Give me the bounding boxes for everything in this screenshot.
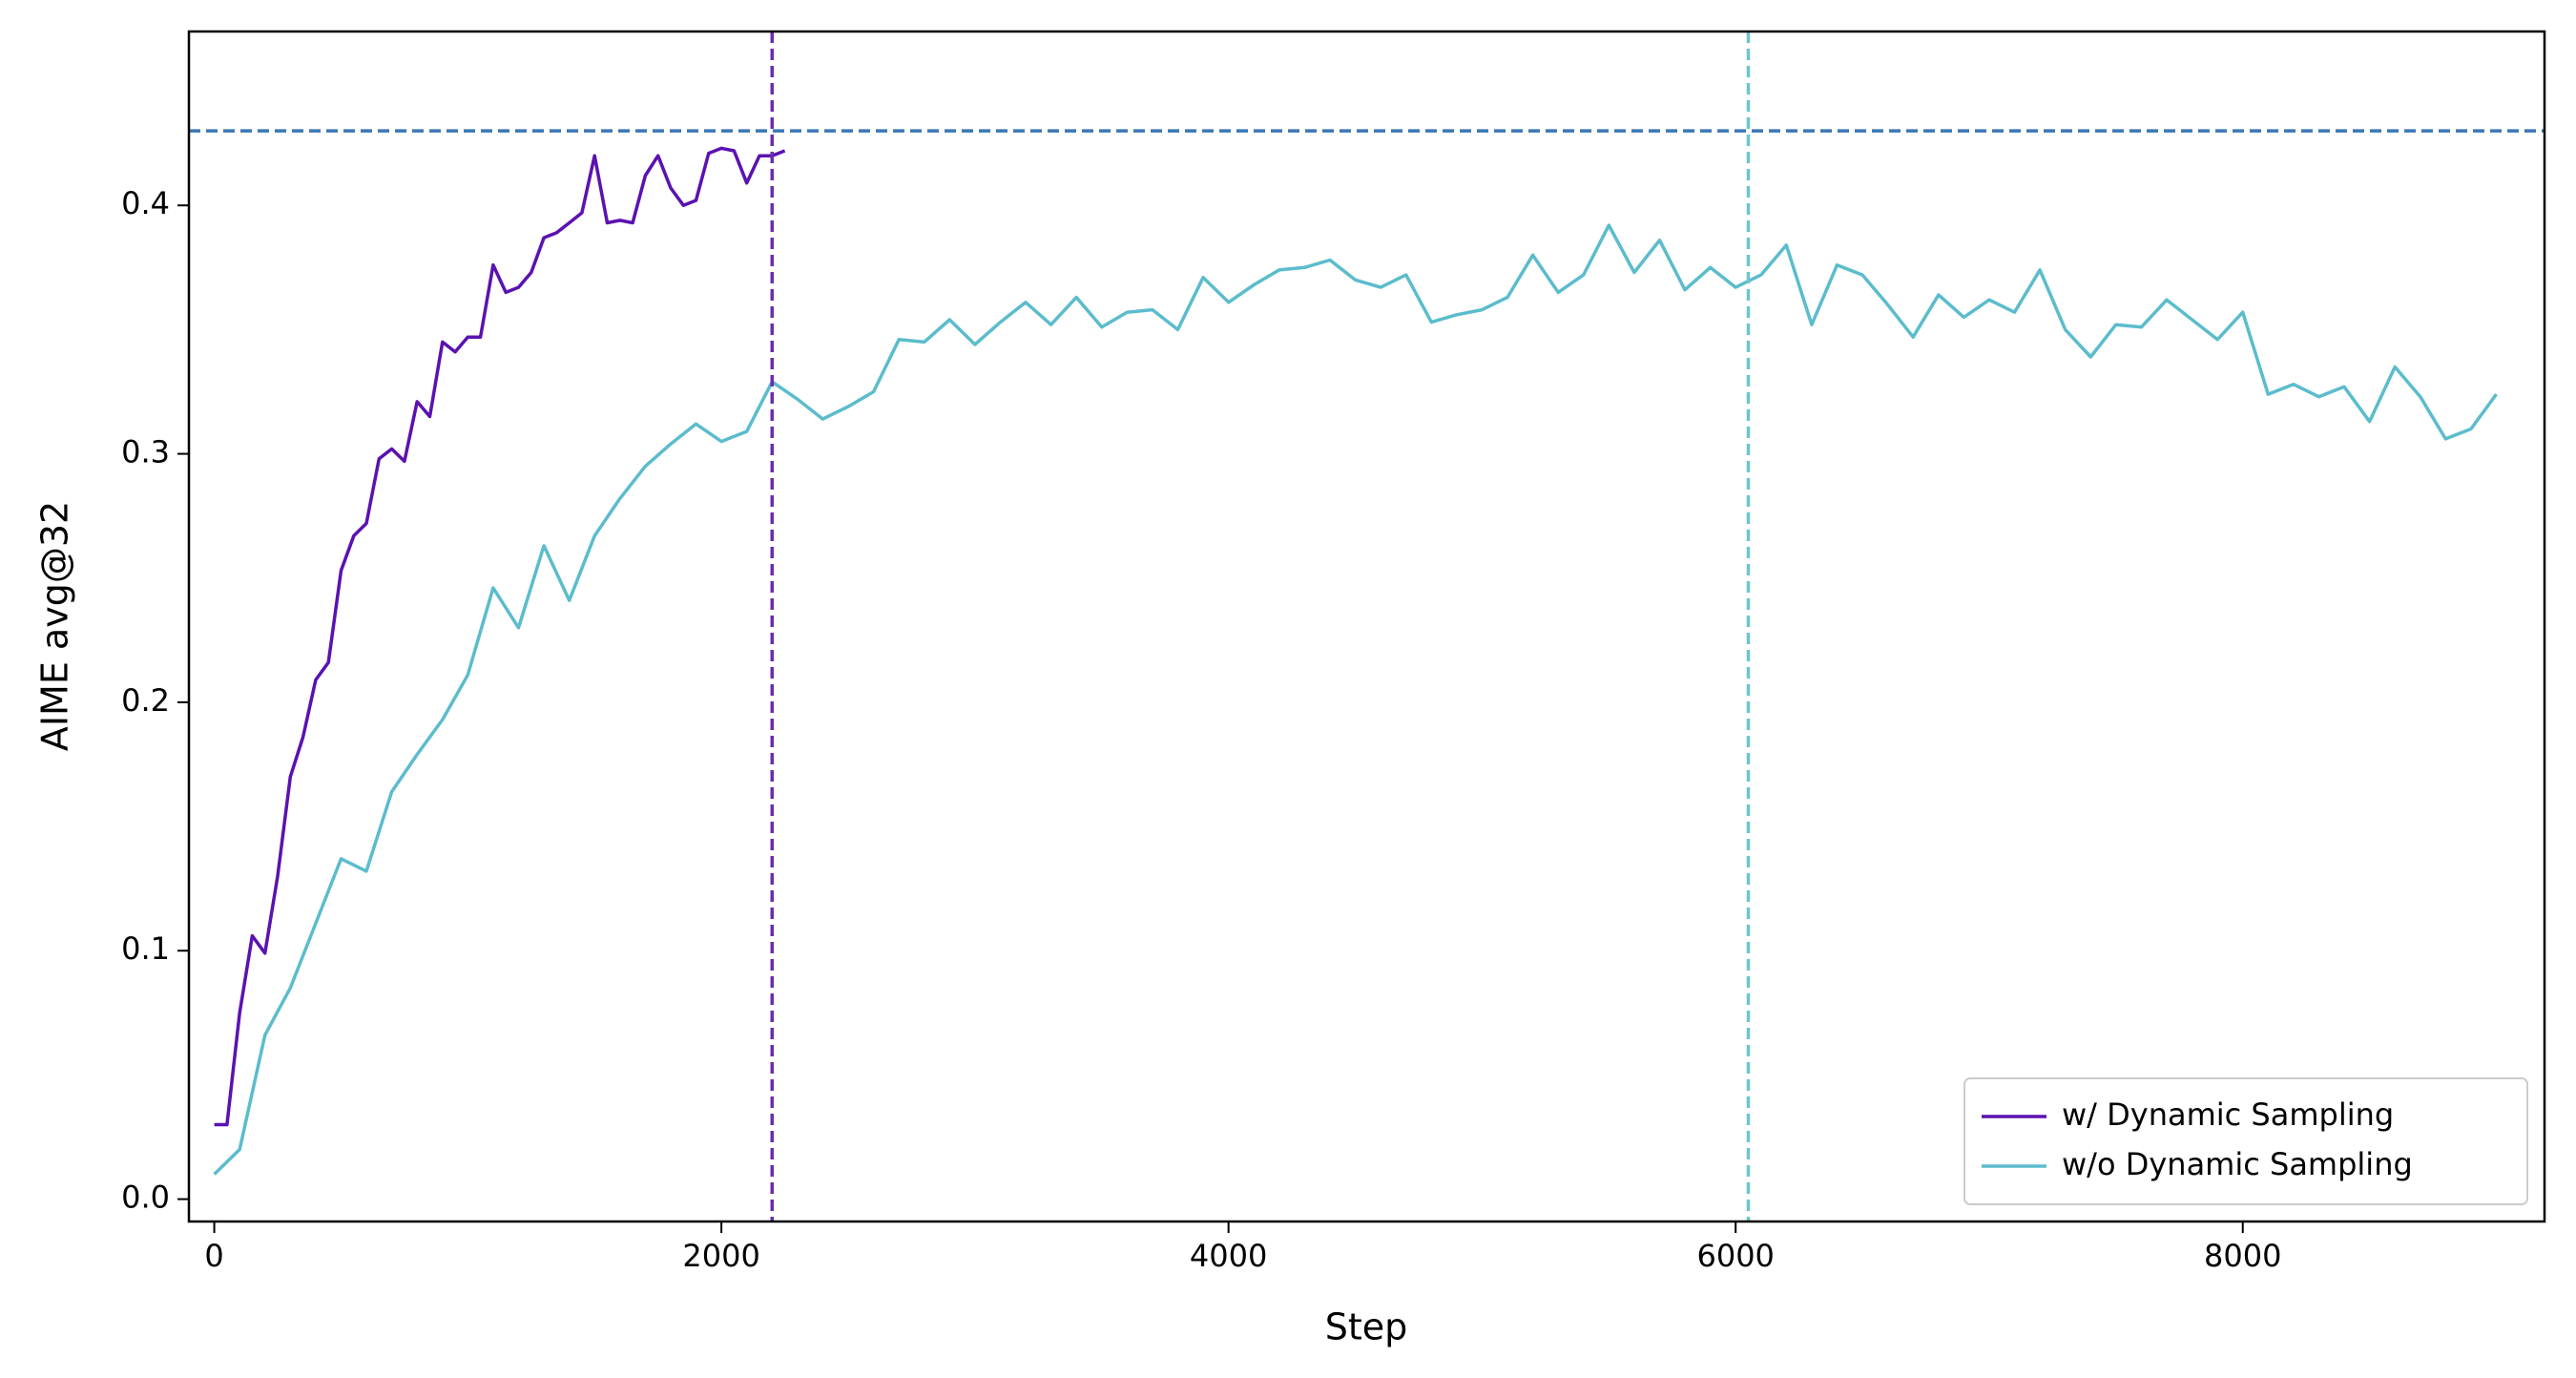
series-line [213, 223, 2498, 1176]
y-tick-label: 0.1 [121, 930, 170, 967]
y-tick-label: 0.4 [121, 185, 170, 221]
legend-box [1963, 1077, 2528, 1205]
plot-frame [187, 30, 2546, 1223]
x-axis-label: Step [1325, 1306, 1408, 1348]
y-tick-label: 0.0 [121, 1180, 170, 1216]
series-line [214, 146, 786, 1127]
x-tick-label: 0 [204, 1238, 223, 1274]
y-tick-label: 0.2 [121, 682, 170, 719]
y-tick-label: 0.3 [121, 434, 170, 470]
legend-label: w/ Dynamic Sampling [2062, 1096, 2394, 1133]
legend-label: w/o Dynamic Sampling [2062, 1146, 2413, 1182]
y-axis-label: AIME avg@32 [34, 501, 76, 751]
x-tick-label: 8000 [2204, 1238, 2281, 1274]
x-tick-label: 4000 [1190, 1238, 1267, 1274]
x-tick-label: 6000 [1696, 1238, 1774, 1274]
x-tick-label: 2000 [682, 1238, 759, 1274]
